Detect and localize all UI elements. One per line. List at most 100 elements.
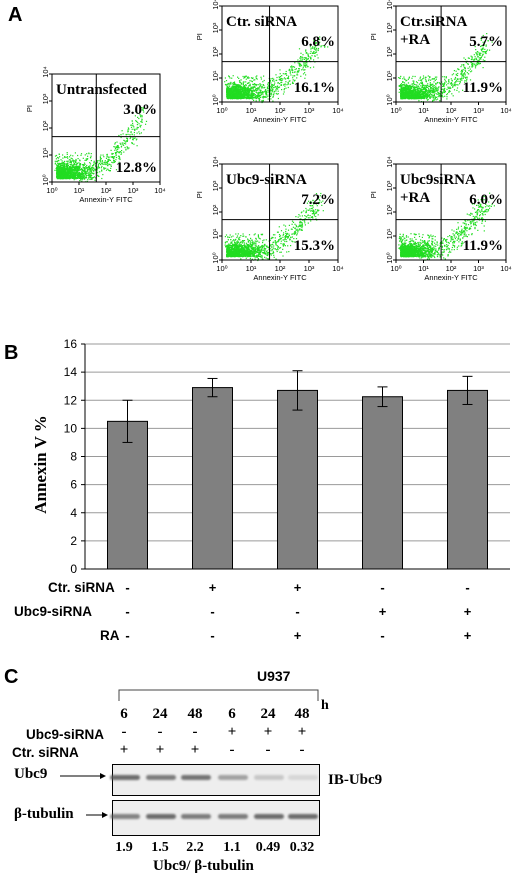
condition-sign: + xyxy=(463,604,472,619)
y-axis-label: Annexin V % xyxy=(31,415,50,514)
ctr-sirna-sign: - xyxy=(299,742,305,758)
condition-sign: - xyxy=(295,604,300,619)
error-bar xyxy=(122,399,133,443)
condition-label: Ctr. siRNA xyxy=(48,580,115,595)
y-axis-label: PI xyxy=(195,33,204,40)
x-tick-label: 10⁰ xyxy=(390,106,401,115)
y-tick-label: 10² xyxy=(385,46,394,57)
blot-band xyxy=(288,814,318,819)
error-bar xyxy=(292,370,303,411)
condition-label: Ubc9-siRNA xyxy=(14,604,93,619)
bar xyxy=(277,389,318,570)
ubc9-sirna-sign: + xyxy=(297,724,307,740)
ubc9-sirna-sign: - xyxy=(157,724,163,740)
condition-sign: - xyxy=(210,628,215,643)
y-tick-label: 10² xyxy=(385,204,394,215)
y-tick-label: 10¹ xyxy=(211,228,220,239)
y-axis-label: PI xyxy=(195,191,204,198)
y-tick-label: 8 xyxy=(70,450,77,464)
y-tick-label: 10⁰ xyxy=(211,252,220,263)
ubc9-sirna-sign: - xyxy=(121,724,127,740)
bar-chart-svg: 0 2 4 6 8 10 12 14 16 Annexin V % xyxy=(31,337,510,576)
blot-band xyxy=(254,814,284,819)
x-tick-label: 10³ xyxy=(473,264,484,273)
y-tick-label: 10² xyxy=(41,120,50,131)
y-tick-label: 10³ xyxy=(385,22,394,33)
flow-plot-label: Ubc9-siRNA xyxy=(226,172,307,188)
condition-sign: - xyxy=(125,628,130,643)
condition-label: RA xyxy=(100,628,120,643)
y-tick-label: 10¹ xyxy=(385,70,394,81)
tubulin-arrow-icon xyxy=(86,812,108,818)
error-bar xyxy=(207,377,218,398)
blot-band xyxy=(110,814,140,819)
flow-plot-untransfected: 10⁰ 10⁰ 10¹ 10¹ 10² 10² 10³ 10³ 10⁴ 10⁴ Annexin-Y … xyxy=(25,66,166,204)
condition-sign: + xyxy=(293,628,302,643)
panel-a-letter: A xyxy=(8,4,23,26)
time-value: 48 xyxy=(187,706,203,722)
ctr-sirna-sign: + xyxy=(119,742,129,758)
y-tick-label: 16 xyxy=(64,337,78,351)
y-tick-label: 10⁰ xyxy=(41,174,50,185)
y-tick-label: 10⁴ xyxy=(385,156,394,168)
bar xyxy=(447,389,488,570)
flow-dots xyxy=(224,192,324,262)
y-tick-label: 10⁰ xyxy=(385,252,394,263)
condition-sign: - xyxy=(210,604,215,619)
ratio-value: 1.5 xyxy=(151,840,169,855)
ubc9-sirna-sign: - xyxy=(192,724,198,740)
condition-sign: - xyxy=(465,580,470,595)
flow-plot-label: Ubc9siRNA xyxy=(400,172,476,188)
x-tick-label: 10² xyxy=(446,106,457,115)
y-tick-label: 10³ xyxy=(211,180,220,191)
y-axis-label: PI xyxy=(25,105,34,112)
flow-plot-label: Ctr. siRNA xyxy=(226,14,297,30)
condition-sign: + xyxy=(378,604,387,619)
x-tick-label: 10² xyxy=(275,106,286,115)
time-value: 6 xyxy=(228,706,236,722)
x-tick-label: 10¹ xyxy=(246,264,257,273)
ratio-value: 1.1 xyxy=(223,840,241,855)
ubc9-blot-label: Ubc9 xyxy=(14,766,48,782)
x-axis-label: Annexin-Y FITC xyxy=(424,273,478,282)
y-tick-label: 10⁴ xyxy=(211,156,220,168)
x-tick-label: 10⁰ xyxy=(216,106,227,115)
time-value: 24 xyxy=(152,706,168,722)
ctr-sirna-sign: - xyxy=(229,742,235,758)
flow-dots xyxy=(398,33,493,103)
x-tick-label: 10³ xyxy=(128,186,139,195)
ubc9-blot xyxy=(110,764,320,796)
y-axis-label: PI xyxy=(369,191,378,198)
panel-b-bar-chart: 0 2 4 6 8 10 12 14 16 Annexin V % xyxy=(0,330,520,590)
condition-sign: + xyxy=(463,628,472,643)
x-tick-label: 10² xyxy=(101,186,112,195)
y-tick-label: 10⁰ xyxy=(385,94,394,105)
cell-line-bracket xyxy=(118,689,319,701)
blot-band xyxy=(218,814,248,819)
error-bar xyxy=(462,375,473,405)
upper-right-percent: 6.8% xyxy=(301,34,335,50)
flow-plot-ubc9-sirna: 10⁰ 10⁰ 10¹ 10¹ 10² 10² 10³ 10³ 10⁴ 10⁴ Annexin-Y … xyxy=(195,156,344,282)
tubulin-blot xyxy=(110,800,320,836)
flow-dots xyxy=(54,107,148,183)
y-tick-label: 10⁴ xyxy=(211,0,220,10)
x-tick-label: 10³ xyxy=(304,106,315,115)
ubc9-sirna-sign: + xyxy=(227,724,237,740)
condition-sign: - xyxy=(125,580,130,595)
y-tick-label: 10³ xyxy=(41,93,50,104)
lower-right-percent: 16.1% xyxy=(294,80,335,96)
upper-right-percent: 5.7% xyxy=(469,34,503,50)
flow-plot-ctr-sirna: 10⁰ 10⁰ 10¹ 10¹ 10² 10² 10³ 10³ 10⁴ 10⁴ Annexin-Y … xyxy=(195,0,344,124)
condition-sign: - xyxy=(125,604,130,619)
time-value: 48 xyxy=(294,706,310,722)
x-tick-label: 10⁰ xyxy=(390,264,401,273)
x-tick-label: 10³ xyxy=(473,106,484,115)
panel-c-letter: C xyxy=(4,666,19,688)
blot-band xyxy=(110,775,140,780)
ctr-sirna-sign: + xyxy=(155,742,165,758)
blot-band xyxy=(181,775,211,780)
condition-sign: + xyxy=(208,580,217,595)
